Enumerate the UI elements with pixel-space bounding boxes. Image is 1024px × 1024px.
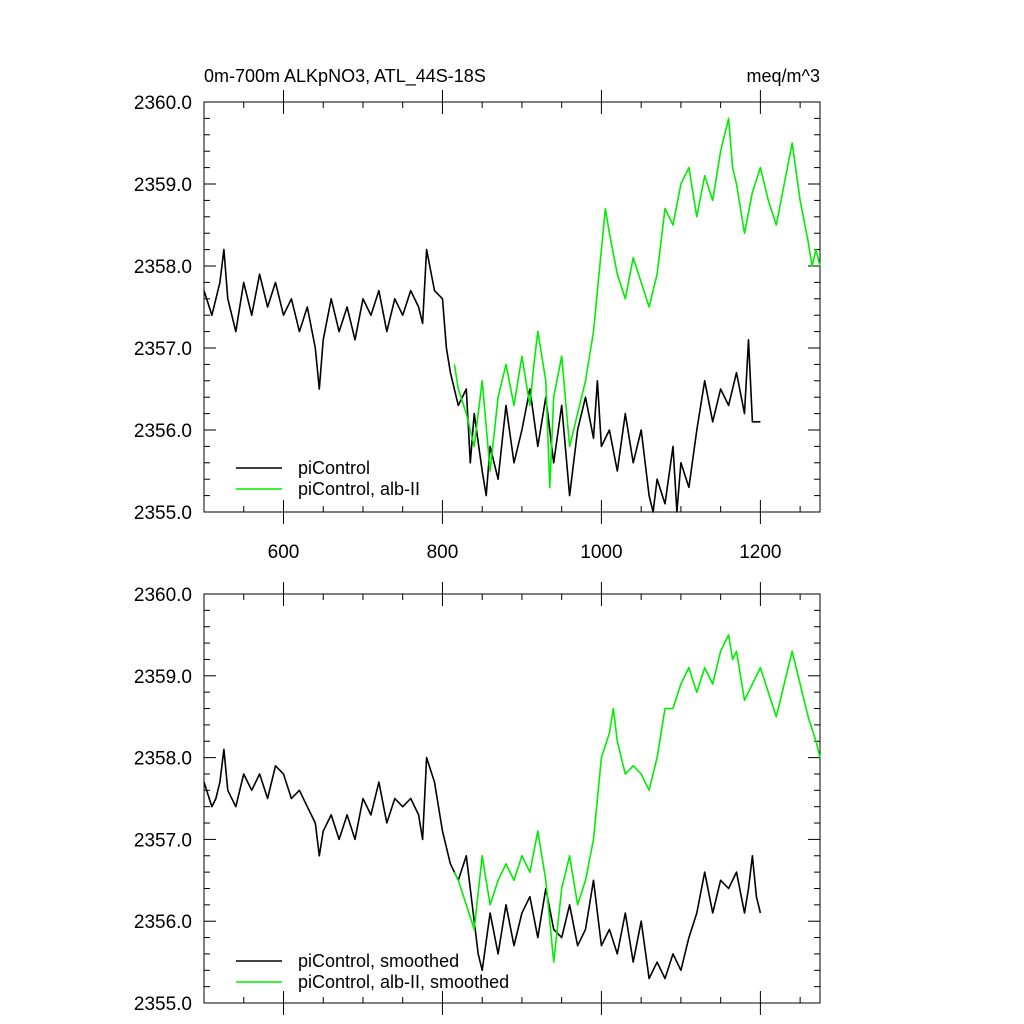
y-tick-label: 2359.0 (134, 175, 192, 196)
x-tick-label: 800 (427, 542, 459, 563)
y-tick-label: 2357.0 (134, 830, 192, 851)
y-tick-label: 2355.0 (134, 994, 192, 1015)
x-tick-label: 600 (268, 542, 300, 563)
top-panel: 2355.0 2356.0 2357.0 2358.0 2359.0 2360.0 600 8… (134, 90, 821, 563)
legend-label: piControl (298, 458, 370, 478)
bottom-panel: 2355.0 2356.0 2357.0 2358.0 2359.0 2360.0 piCo… (134, 582, 821, 1015)
x-tick-label: 1200 (739, 542, 781, 563)
plot-frame (203, 593, 821, 1004)
legend-label: piControl, alb-II (298, 479, 420, 499)
series-line-picontrol-alb-ii (453, 634, 821, 963)
y-tick-label: 2358.0 (134, 749, 192, 770)
series-line-picontrol-alb-ii (453, 117, 821, 489)
series-line-picontrol (203, 748, 762, 980)
legend-label: piControl, smoothed (298, 951, 459, 971)
series-line-picontrol (203, 248, 761, 513)
y-tick-label: 2356.0 (134, 421, 192, 442)
y-tick-label: 2357.0 (134, 339, 192, 360)
plot-frame (203, 101, 821, 513)
y-tick-label: 2360.0 (134, 93, 192, 114)
legend-label: piControl, alb-II, smoothed (298, 972, 509, 992)
x-tick-label: 1000 (580, 542, 622, 563)
y-tick-label: 2358.0 (134, 257, 192, 278)
y-tick-label: 2355.0 (134, 503, 192, 524)
y-tick-label: 2360.0 (134, 585, 192, 606)
y-tick-label: 2356.0 (134, 912, 192, 933)
units-label: meq/m^3 (747, 66, 820, 86)
y-tick-label: 2359.0 (134, 667, 192, 688)
chart-title: 0m-700m ALKpNO3, ATL_44S-18S (204, 66, 486, 87)
